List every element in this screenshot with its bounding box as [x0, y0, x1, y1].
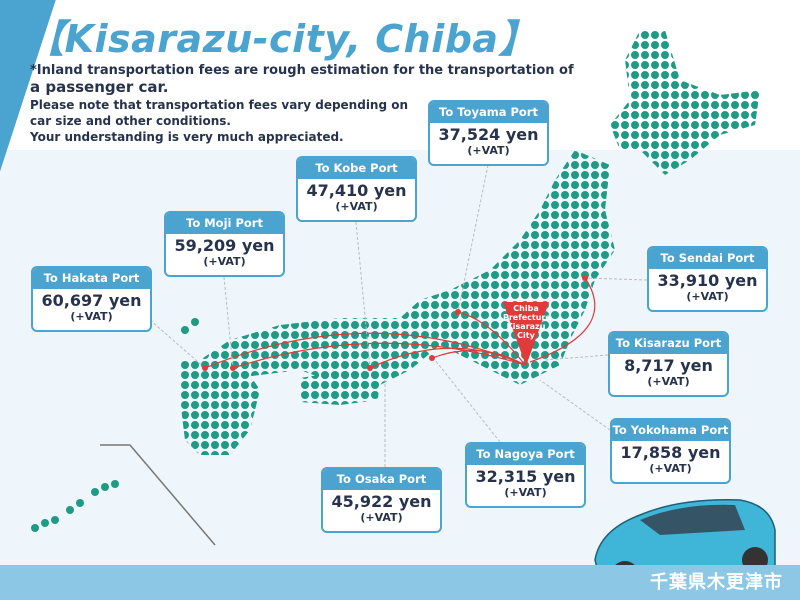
pin-label: Chiba Prefecture Kisarazu City: [503, 304, 551, 340]
pin-line: Kisarazu: [506, 322, 546, 331]
disclaimer-line-2: a passenger car.: [30, 78, 169, 96]
port-price: 33,910 yen: [657, 271, 758, 290]
vat-note: (+VAT): [504, 486, 547, 499]
port-price: 37,524 yen: [438, 125, 539, 144]
port-card-sendai: To Sendai Port 33,910 yen (+VAT): [647, 246, 768, 312]
port-name: To Kisarazu Port: [610, 333, 727, 354]
port-card-kisarazu: To Kisarazu Port 8,717 yen (+VAT): [608, 331, 729, 397]
disclaimer-line-3: Please note that transportation fees var…: [30, 98, 409, 128]
shikoku: [300, 370, 380, 405]
port-price: 45,922 yen: [331, 492, 432, 511]
disclaimer-line-1: *Inland transportation fees are rough es…: [30, 63, 574, 78]
vat-note: (+VAT): [467, 144, 510, 157]
honshu: [200, 150, 615, 385]
port-price: 60,697 yen: [41, 291, 142, 310]
port-price: 17,858 yen: [620, 443, 721, 462]
port-name: To Moji Port: [166, 213, 283, 234]
port-name: To Sendai Port: [649, 248, 766, 269]
pin-line: Prefecture: [503, 313, 551, 322]
location-pin: [503, 302, 549, 366]
port-name: To Yokohama Port: [612, 420, 729, 441]
port-card-moji: To Moji Port 59,209 yen (+VAT): [164, 211, 285, 277]
footer-band: [0, 565, 800, 600]
port-name: To Kobe Port: [298, 158, 415, 179]
port-card-hakata: To Hakata Port 60,697 yen (+VAT): [31, 266, 152, 332]
port-price: 47,410 yen: [306, 181, 407, 200]
port-card-osaka: To Osaka Port 45,922 yen (+VAT): [321, 467, 442, 533]
vat-note: (+VAT): [686, 290, 729, 303]
page-title: 【Kisarazu-city, Chiba】: [26, 17, 538, 61]
port-price: 32,315 yen: [475, 467, 576, 486]
port-card-nagoya: To Nagoya Port 32,315 yen (+VAT): [465, 442, 586, 508]
hokkaido: [610, 30, 760, 175]
disclaimer-line-4: Your understanding is very much apprecia…: [30, 130, 344, 144]
vat-note: (+VAT): [335, 200, 378, 213]
port-name: To Nagoya Port: [467, 444, 584, 465]
pin-line: Chiba: [513, 304, 539, 313]
vat-note: (+VAT): [360, 511, 403, 524]
car-illustration: [594, 499, 776, 589]
port-card-toyama: To Toyama Port 37,524 yen (+VAT): [428, 100, 549, 166]
port-card-kobe: To Kobe Port 47,410 yen (+VAT): [296, 156, 417, 222]
vat-note: (+VAT): [647, 375, 690, 388]
routes: [204, 277, 596, 369]
kyushu: [180, 360, 260, 455]
port-price: 59,209 yen: [174, 236, 275, 255]
port-card-yokohama: To Yokohama Port 17,858 yen (+VAT): [610, 418, 731, 484]
footer-city-name: 千葉県木更津市: [650, 572, 783, 593]
islands: [31, 318, 199, 532]
vat-note: (+VAT): [203, 255, 246, 268]
port-name: To Osaka Port: [323, 469, 440, 490]
pin-line: City: [517, 331, 535, 340]
vat-note: (+VAT): [649, 462, 692, 475]
port-price: 8,717 yen: [624, 356, 713, 375]
port-name: To Hakata Port: [33, 268, 150, 289]
port-name: To Toyama Port: [430, 102, 547, 123]
vat-note: (+VAT): [70, 310, 113, 323]
